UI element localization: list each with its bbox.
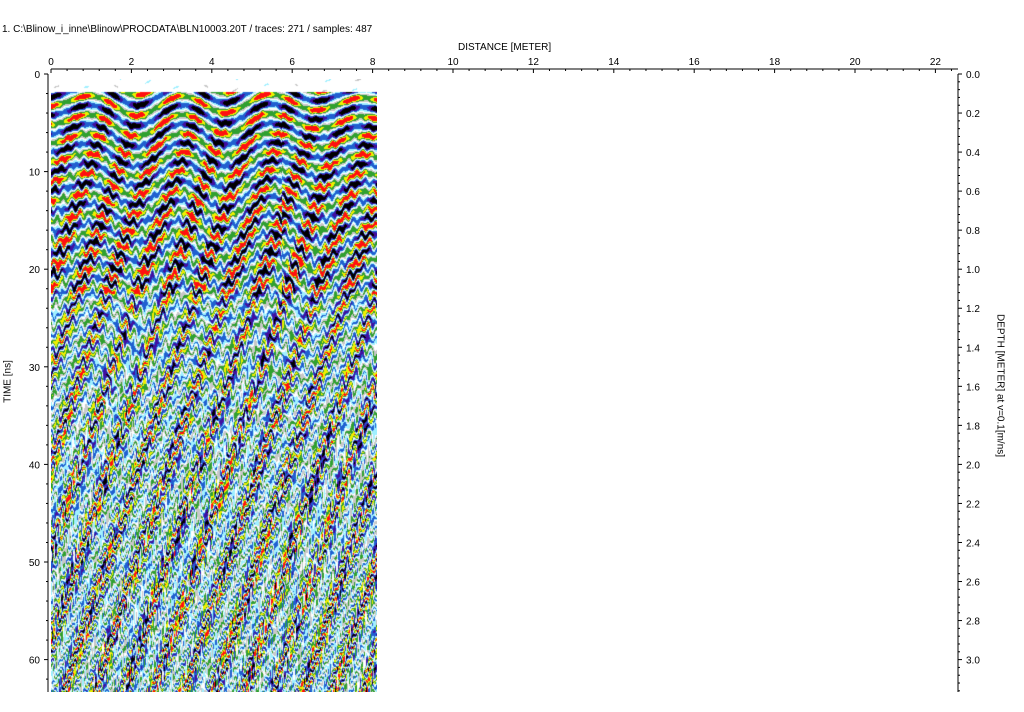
time-tick-label: 0 <box>34 70 40 81</box>
distance-tick-label: 16 <box>689 57 701 68</box>
distance-tick-label: 10 <box>447 57 459 68</box>
radargram-image[interactable] <box>51 79 377 692</box>
depth-tick-label: 1.8 <box>966 421 980 432</box>
distance-axis-label: DISTANCE [METER] <box>458 42 552 53</box>
depth-tick-label: 0.4 <box>966 148 980 159</box>
distance-tick-label: 6 <box>289 57 295 68</box>
time-tick-label: 40 <box>29 460 41 471</box>
time-tick-label: 60 <box>29 656 41 667</box>
depth-tick-label: 1.0 <box>966 265 980 276</box>
depth-tick-label: 0.8 <box>966 226 980 237</box>
time-tick-label: 30 <box>29 363 41 374</box>
distance-tick-label: 18 <box>769 57 781 68</box>
distance-tick-label: 20 <box>849 57 861 68</box>
time-tick-label: 20 <box>29 265 41 276</box>
depth-tick-label: 0.6 <box>966 187 980 198</box>
distance-tick-label: 0 <box>48 57 54 68</box>
distance-tick-label: 4 <box>209 57 215 68</box>
distance-tick-label: 12 <box>528 57 540 68</box>
depth-tick-label: 2.2 <box>966 499 980 510</box>
depth-tick-label: 1.6 <box>966 382 980 393</box>
file-title: 1. C:\Blinow_i_inne\Blinow\PROCDATA\BLN1… <box>2 24 373 35</box>
distance-tick-label: 8 <box>370 57 376 68</box>
depth-tick-label: 3.0 <box>966 656 980 667</box>
distance-tick-label: 2 <box>129 57 135 68</box>
depth-tick-label: 2.0 <box>966 460 980 471</box>
depth-tick-label: 1.2 <box>966 304 980 315</box>
distance-tick-label: 22 <box>930 57 942 68</box>
time-tick-label: 10 <box>29 168 41 179</box>
depth-tick-label: 1.4 <box>966 343 980 354</box>
depth-tick-label: 2.8 <box>966 617 980 628</box>
time-tick-label: 50 <box>29 558 41 569</box>
distance-tick-label: 14 <box>608 57 620 68</box>
depth-tick-label: 2.4 <box>966 538 980 549</box>
depth-tick-label: 2.6 <box>966 578 980 589</box>
depth-tick-label: 0.0 <box>966 70 980 81</box>
depth-tick-label: 0.2 <box>966 109 980 120</box>
